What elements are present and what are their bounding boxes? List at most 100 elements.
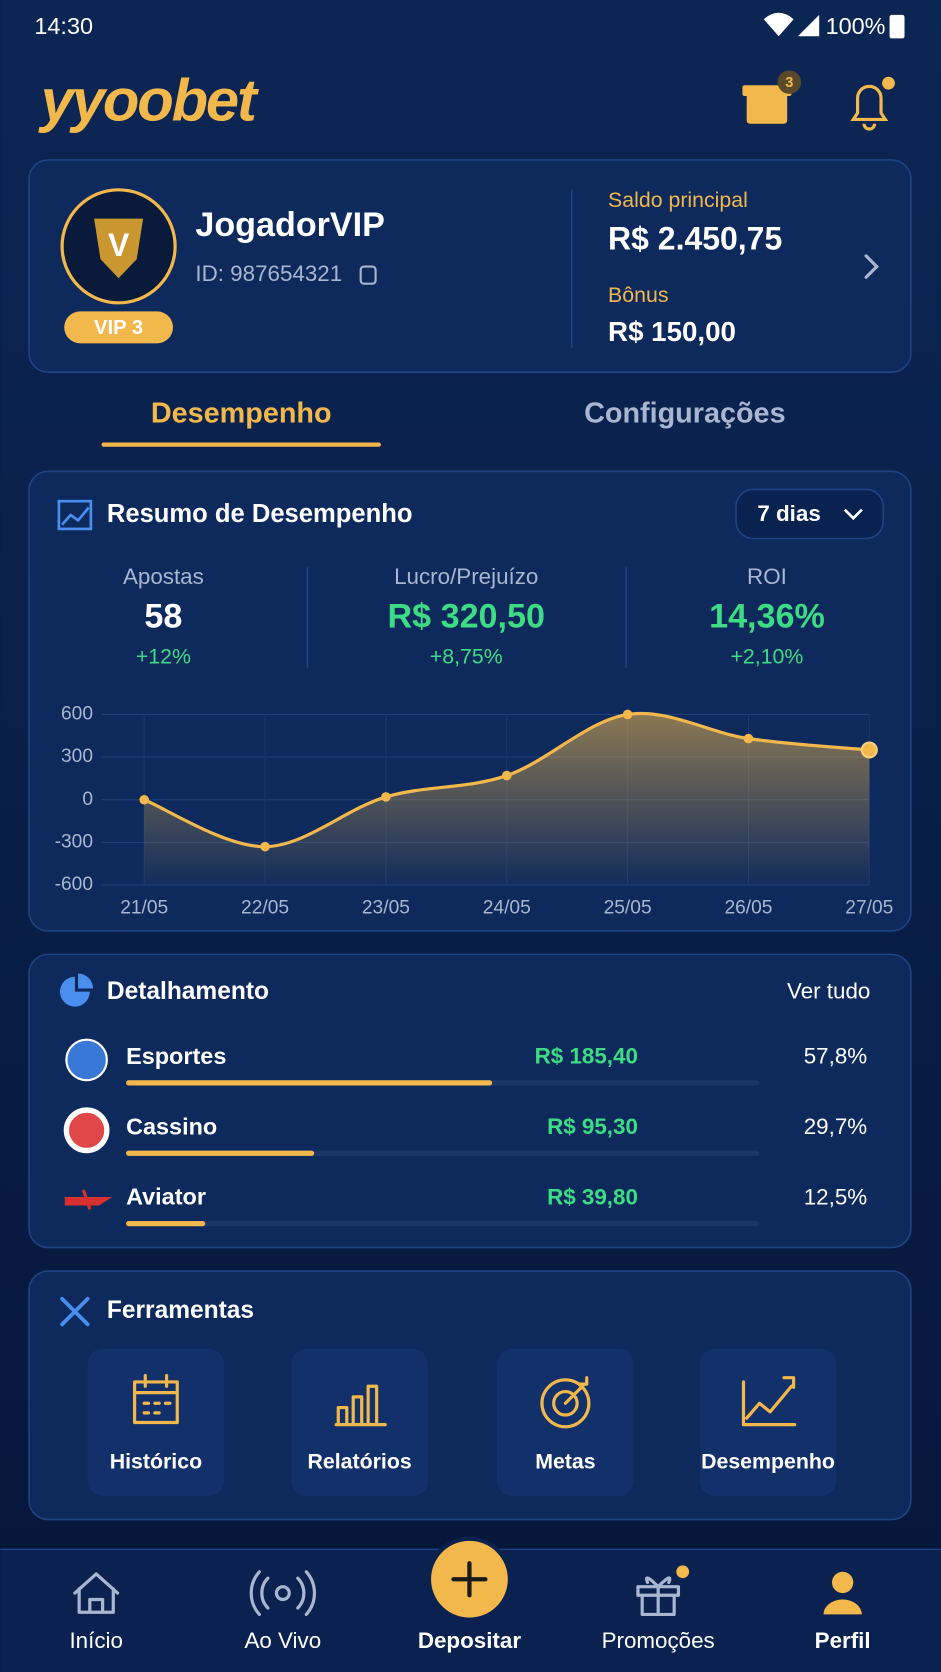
share-track — [126, 1220, 760, 1227]
tool-label: Desempenho — [701, 1450, 835, 1474]
tool-icon — [741, 1376, 797, 1427]
vip-badge — [64, 311, 173, 344]
gift-badge — [777, 70, 802, 94]
category-share: 12,5% — [804, 1184, 868, 1209]
nav-item[interactable]: Ao Vivo — [244, 1570, 321, 1653]
nav-item[interactable]: Início — [69, 1572, 123, 1653]
stat-change: +2,10% — [730, 645, 803, 669]
notification-button[interactable] — [850, 76, 895, 131]
bonus-value: R$ 150,00 — [608, 316, 736, 347]
profile-card — [28, 159, 912, 373]
summary-title: Resumo de Desempenho — [107, 500, 413, 528]
user-id: ID: 987654321 — [195, 261, 342, 286]
profile-icon-head — [831, 1571, 854, 1594]
nav-icon — [249, 1570, 317, 1617]
line-point — [501, 770, 512, 781]
y-tick-label: 600 — [61, 704, 93, 725]
stat-label: Apostas — [123, 564, 204, 589]
tool-icon — [540, 1376, 591, 1429]
tools-grid: Histórico Relatórios Metas Desempenho — [87, 1348, 837, 1497]
see-all-link[interactable]: Ver tudo — [787, 979, 870, 1004]
tool-button[interactable]: Metas — [497, 1348, 634, 1497]
x-tick-label: 27/05 — [845, 898, 893, 919]
y-tick-label: 300 — [61, 746, 93, 767]
breakdown-list: Esportes R$ 185,40 57,8% Cassino R$ 95,30 29,… — [63, 1038, 868, 1227]
category-share: 57,8% — [804, 1044, 868, 1069]
category-amount: R$ 95,30 — [547, 1114, 638, 1139]
tool-label: Relatórios — [307, 1450, 411, 1474]
nav-label: Ao Vivo — [244, 1628, 321, 1653]
status-battery: 100% — [826, 13, 886, 39]
tool-button[interactable]: Histórico — [87, 1348, 225, 1497]
plus-icon — [451, 1561, 488, 1598]
nav-label: Promoções — [602, 1628, 715, 1653]
breakdown-title: Detalhamento — [107, 978, 269, 1005]
nav-icon — [73, 1572, 120, 1614]
line-point — [860, 741, 878, 759]
tools-icon — [60, 1296, 90, 1327]
stat-change: +12% — [136, 645, 191, 669]
y-tick-label: -300 — [55, 831, 93, 852]
username: JogadorVIP — [195, 206, 385, 244]
tool-button[interactable]: Relatórios — [291, 1348, 428, 1497]
category-share: 29,7% — [804, 1114, 868, 1139]
period-box — [735, 488, 884, 540]
category-icon — [65, 1038, 108, 1082]
tool-icon — [334, 1384, 387, 1427]
tools-title: Ferramentas — [107, 1297, 254, 1324]
battery-icon — [889, 14, 905, 39]
pie-icon — [59, 976, 90, 1007]
tab-active[interactable]: Desempenho — [151, 397, 332, 429]
plane-icon — [64, 1189, 113, 1210]
nav-item[interactable]: Promoções — [602, 1565, 715, 1653]
stats: Apostas 58 +12% Lucro/Prejuízo R$ 320,50 +8,7… — [123, 564, 825, 669]
tool-label: Metas — [535, 1450, 595, 1474]
category-amount: R$ 39,80 — [547, 1184, 638, 1209]
tool-icon — [133, 1373, 179, 1425]
x-tick-label: 25/05 — [604, 898, 652, 919]
nav-label: Perfil — [815, 1628, 871, 1653]
tool-button[interactable]: Desempenho — [699, 1348, 837, 1497]
logo: yyoobet — [38, 66, 259, 133]
profile-icon-body — [823, 1599, 862, 1615]
category-icon — [63, 1107, 110, 1154]
line-point — [260, 841, 270, 852]
nav-label: Início — [69, 1628, 122, 1653]
balance-label: Saldo principal — [608, 188, 748, 212]
gift-button[interactable]: 3 — [742, 70, 802, 124]
balance-value: R$ 2.450,75 — [608, 220, 782, 256]
bonus-label: Bônus — [608, 283, 668, 307]
nav-item[interactable]: Perfil — [815, 1571, 871, 1653]
line-point — [743, 733, 754, 744]
tool-tile — [699, 1348, 837, 1497]
stat-value: 14,36% — [709, 597, 825, 635]
x-tick-label: 23/05 — [362, 898, 410, 919]
x-tick-label: 22/05 — [241, 898, 289, 919]
nav-icon — [636, 1576, 681, 1617]
tab-indicator — [101, 442, 381, 447]
share-bar — [126, 1150, 315, 1156]
stat-value: R$ 320,50 — [388, 597, 545, 635]
stat-value: 58 — [144, 597, 182, 635]
nav-label: Depositar — [418, 1628, 521, 1653]
period-dropdown[interactable]: 7 dias — [735, 488, 884, 540]
stat-label: ROI — [747, 564, 787, 589]
profile-arrow[interactable] — [864, 254, 880, 279]
x-tick-label: 24/05 — [483, 898, 531, 919]
tool-label: Histórico — [110, 1450, 202, 1474]
line-area — [144, 713, 870, 886]
tool-tile — [497, 1348, 634, 1497]
avatar-shield — [94, 218, 144, 279]
status-time: 14:30 — [34, 13, 93, 39]
tab[interactable]: Configurações — [584, 397, 786, 429]
copy-icon[interactable] — [359, 265, 377, 285]
nav-item[interactable]: Depositar — [418, 1536, 521, 1653]
share-bar — [126, 1080, 493, 1086]
chart: -600 -300 0 300 600 21/05 22/05 23/05 24/05 25/05… — [55, 704, 894, 919]
category-amount: R$ 185,40 — [535, 1044, 638, 1069]
category-name: Aviator — [126, 1184, 206, 1210]
summary-icon — [57, 499, 93, 531]
